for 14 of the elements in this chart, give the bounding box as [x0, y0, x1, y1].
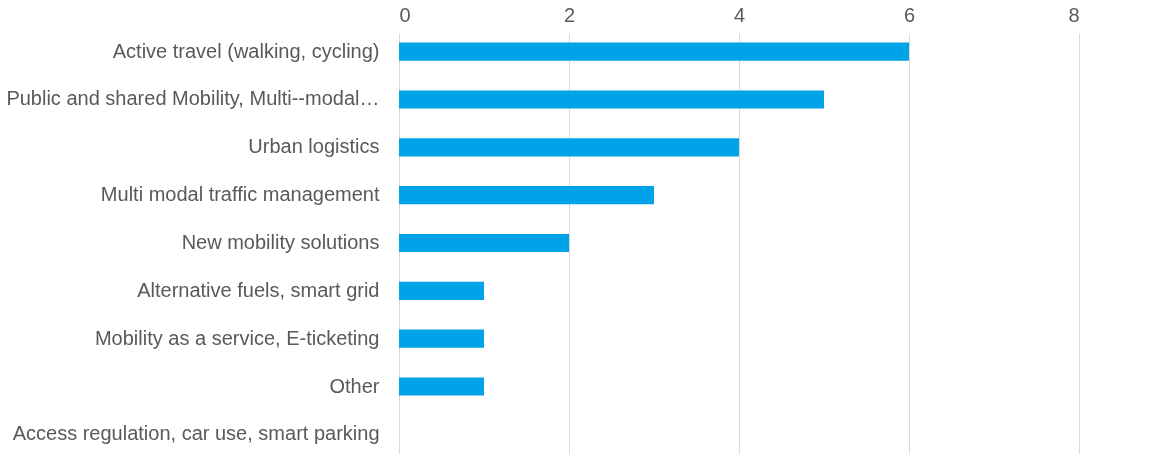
x-tick-label: 8	[1068, 3, 1080, 26]
y-tick-label: Mobility as a service, E-ticketing	[94, 326, 380, 349]
y-tick-label: Access regulation, car use, smart parking	[12, 422, 380, 445]
x-tick-label: 0	[399, 3, 411, 26]
x-tick-label: 2	[563, 3, 576, 26]
y-tick-label: Other	[329, 374, 380, 397]
y-tick-label: Public and shared Mobility, Multi--modal…	[6, 87, 380, 110]
y-tick-label: Urban logistics	[248, 135, 380, 158]
x-tick-label: 4	[733, 3, 746, 26]
y-tick-label: Alternative fuels, smart grid	[137, 278, 380, 301]
y-tick-label: Multi modal traffic management	[100, 183, 380, 206]
x-tick-label: 6	[903, 3, 916, 26]
y-tick-label: Active travel (walking, cycling)	[112, 39, 380, 62]
y-tick-label: New mobility solutions	[181, 231, 380, 253]
